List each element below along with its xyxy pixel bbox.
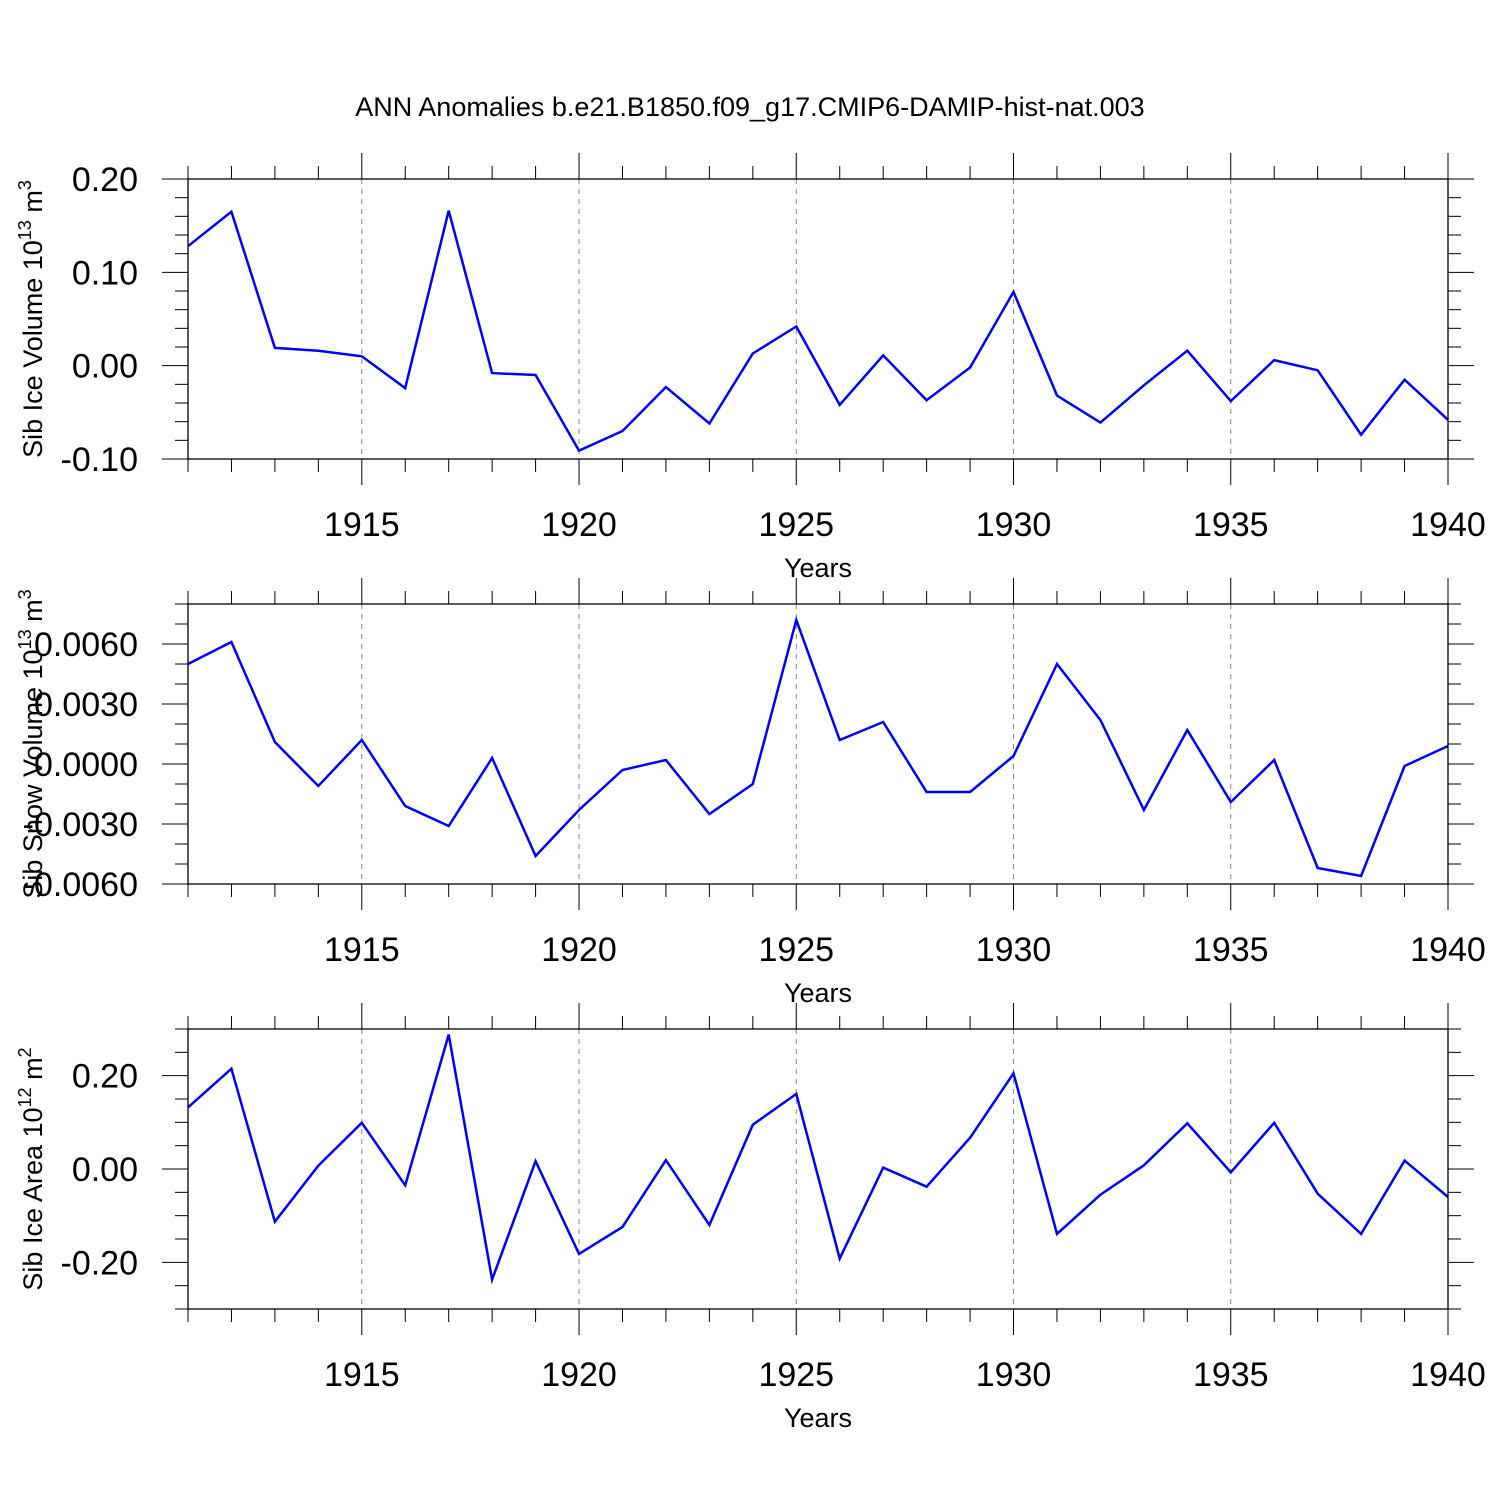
x-tick-label: 1915 xyxy=(324,1356,400,1394)
x-tick-label: 1915 xyxy=(324,506,400,544)
x-tick-label: 1940 xyxy=(1410,506,1486,544)
y-tick-label: -0.20 xyxy=(61,1244,139,1282)
x-tick-label: 1935 xyxy=(1193,931,1269,969)
y-axis-title: Sib Ice Volume 1013 m3 xyxy=(15,180,48,458)
x-tick-label: 1925 xyxy=(758,1356,834,1394)
x-tick-label: 1940 xyxy=(1410,1356,1486,1394)
series-line xyxy=(187,1034,1449,1285)
x-axis-title: Years xyxy=(784,1403,852,1433)
y-tick-label: 0.10 xyxy=(72,254,138,292)
y-tick-label: -0.0060 xyxy=(23,866,138,904)
x-tick-label: 1935 xyxy=(1193,1356,1269,1394)
y-tick-label: 0.20 xyxy=(72,1058,138,1096)
x-tick-label: 1925 xyxy=(758,931,834,969)
panel-ice-volume: -0.10 0.00 0.10 0.20 1915 1920 1925 1930 1935 194… xyxy=(15,153,1486,583)
y-tick-label: -0.10 xyxy=(61,441,139,479)
y-axis-title: Sib Snow Volume 1013 m3 xyxy=(15,589,48,898)
panel-snow-volume: -0.0060 -0.0030 0.0000 0.0030 0.0060 1915 1920… xyxy=(15,578,1486,1008)
x-tick-label: 1920 xyxy=(541,1356,617,1394)
x-tick-label: 1930 xyxy=(976,931,1052,969)
x-axis-title: Years xyxy=(784,978,852,1008)
x-axis-title: Years xyxy=(784,553,852,583)
y-tick-label: 0.0060 xyxy=(34,626,138,664)
x-tick-label: 1920 xyxy=(541,931,617,969)
series-line xyxy=(187,615,1449,878)
x-tick-label: 1930 xyxy=(976,506,1052,544)
y-tick-label: 0.00 xyxy=(72,1151,138,1189)
y-tick-label: 0.20 xyxy=(72,161,138,199)
y-tick-label: 0.00 xyxy=(72,348,138,386)
plot-frame xyxy=(187,603,1449,885)
y-tick-label: 0.0000 xyxy=(34,746,138,784)
x-tick-label: 1940 xyxy=(1410,931,1486,969)
x-tick-label: 1915 xyxy=(324,931,400,969)
x-tick-label: 1935 xyxy=(1193,506,1269,544)
x-tick-label: 1925 xyxy=(758,506,834,544)
figure-title: ANN Anomalies b.e21.B1850.f09_g17.CMIP6-… xyxy=(355,92,1144,122)
y-tick-label: -0.0030 xyxy=(23,806,138,844)
x-tick-label: 1930 xyxy=(976,1356,1052,1394)
y-tick-label: 0.0030 xyxy=(34,686,138,724)
y-axis-title: Sib Ice Area 1012 m2 xyxy=(15,1047,48,1290)
x-tick-label: 1920 xyxy=(541,506,617,544)
panel-ice-area: -0.20 0.00 0.20 1915 1920 1925 1930 1935 1940 Yea… xyxy=(15,1003,1486,1433)
series-line xyxy=(187,209,1449,453)
plot-frame xyxy=(187,1028,1449,1310)
plot-frame xyxy=(187,178,1449,460)
